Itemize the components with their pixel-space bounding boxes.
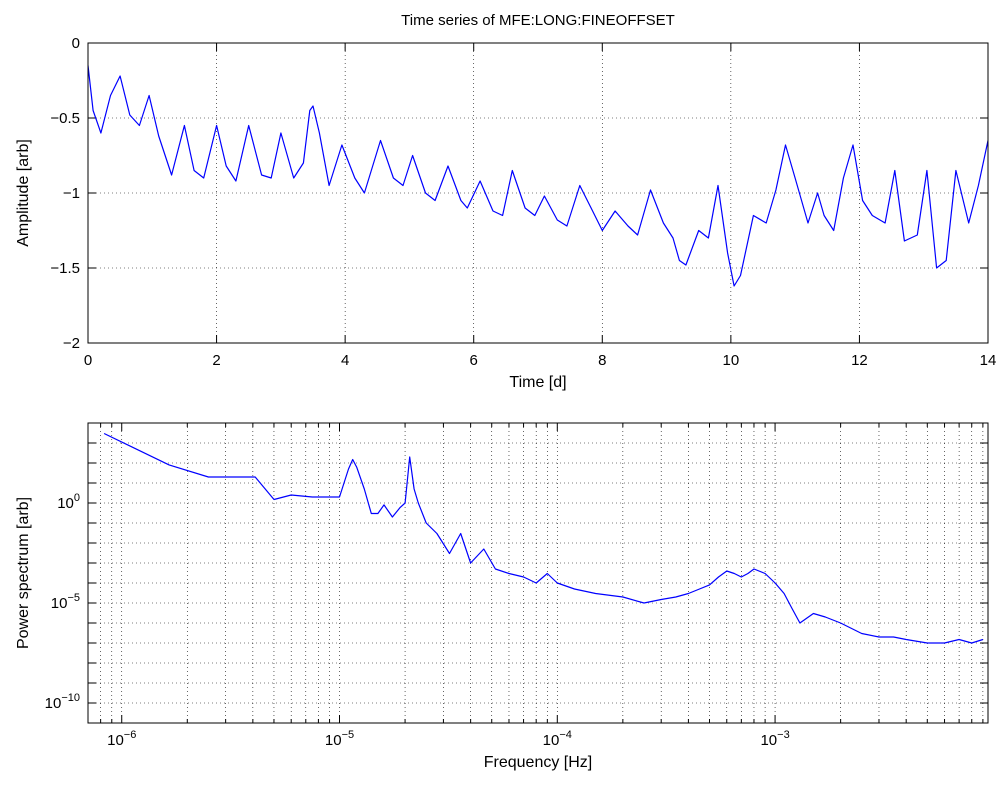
plot-area [88, 423, 988, 723]
x-tick-label: 8 [598, 352, 606, 369]
x-tick-label: 14 [980, 352, 997, 369]
x-axis-label: Frequency [Hz] [484, 754, 592, 771]
y-axis-label: Power spectrum [arb] [15, 497, 32, 649]
y-tick-label: −2 [63, 335, 80, 352]
x-tick-label: 10 [723, 352, 740, 369]
time-series-axes: 0 2 4 6 8 10 12 14 0 −0.5 −1 −1.5 −2 Time [d] Amplitud… [15, 35, 996, 391]
x-tick-label: 4 [341, 352, 349, 369]
x-tick-label: 12 [851, 352, 868, 369]
x-tick-label: 0 [84, 352, 92, 369]
y-tick-label: 0 [72, 35, 80, 52]
y-tick-label: −0.5 [50, 110, 80, 127]
x-tick-label: 6 [470, 352, 478, 369]
x-axis-label: Time [d] [509, 374, 566, 391]
chart-title: Time series of MFE:LONG:FINEOFFSET [401, 12, 675, 29]
y-axis-label: Amplitude [arb] [15, 139, 32, 247]
x-tick-label: 2 [212, 352, 220, 369]
y-tick-label: −1.5 [50, 260, 80, 277]
y-tick-label: −1 [63, 185, 80, 202]
